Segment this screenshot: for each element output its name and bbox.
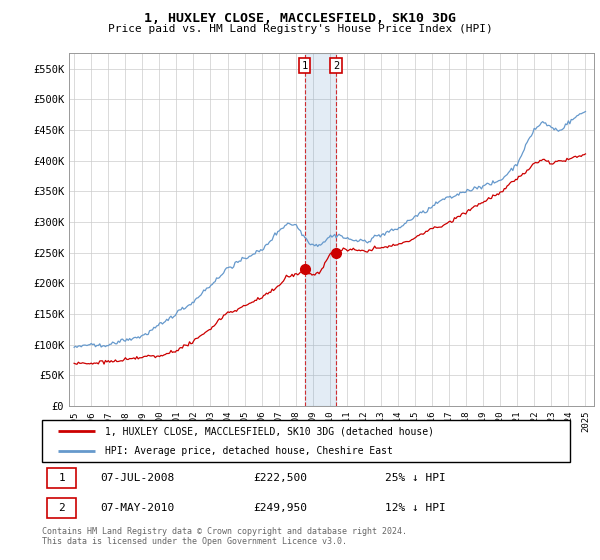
Text: HPI: Average price, detached house, Cheshire East: HPI: Average price, detached house, Ches… — [106, 446, 393, 456]
Text: 1: 1 — [301, 60, 308, 71]
Bar — [47, 498, 76, 518]
Text: £222,500: £222,500 — [253, 473, 307, 483]
Text: 2: 2 — [58, 503, 65, 513]
Text: 1, HUXLEY CLOSE, MACCLESFIELD, SK10 3DG: 1, HUXLEY CLOSE, MACCLESFIELD, SK10 3DG — [144, 12, 456, 25]
Text: Price paid vs. HM Land Registry's House Price Index (HPI): Price paid vs. HM Land Registry's House … — [107, 24, 493, 34]
Text: 07-MAY-2010: 07-MAY-2010 — [100, 503, 175, 513]
Text: 2: 2 — [333, 60, 339, 71]
Text: 1, HUXLEY CLOSE, MACCLESFIELD, SK10 3DG (detached house): 1, HUXLEY CLOSE, MACCLESFIELD, SK10 3DG … — [106, 426, 434, 436]
Text: 07-JUL-2008: 07-JUL-2008 — [100, 473, 175, 483]
Text: Contains HM Land Registry data © Crown copyright and database right 2024.
This d: Contains HM Land Registry data © Crown c… — [42, 527, 407, 547]
Text: 12% ↓ HPI: 12% ↓ HPI — [385, 503, 446, 513]
Bar — [305, 53, 336, 406]
Text: £249,950: £249,950 — [253, 503, 307, 513]
Text: 25% ↓ HPI: 25% ↓ HPI — [385, 473, 446, 483]
Text: 1: 1 — [58, 473, 65, 483]
Bar — [47, 468, 76, 488]
